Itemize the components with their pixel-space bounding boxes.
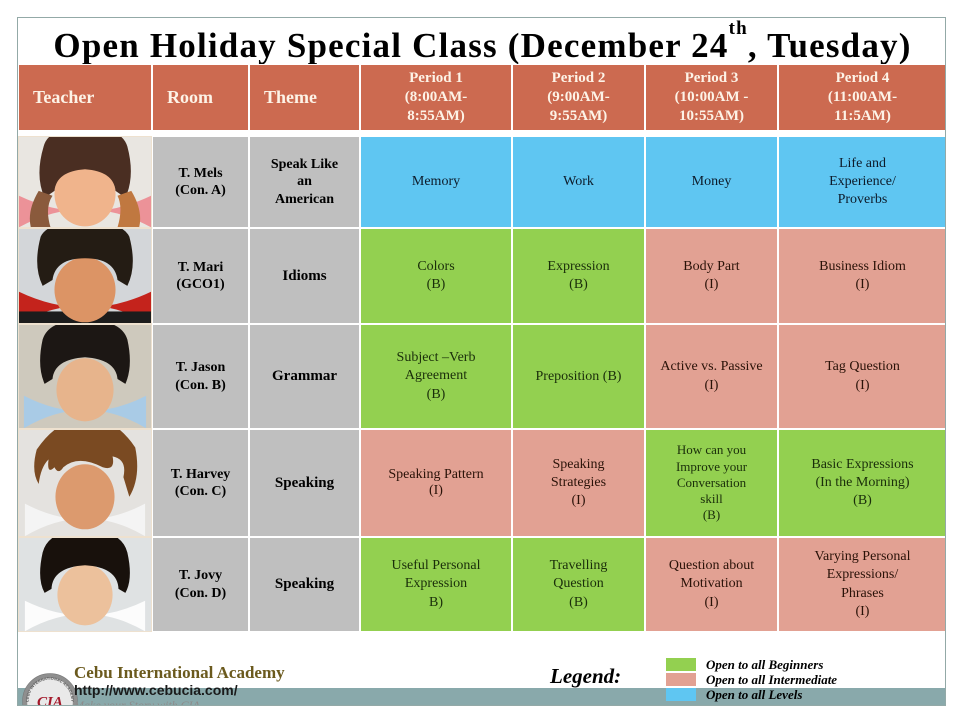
svg-text:CIA: CIA	[37, 695, 63, 706]
